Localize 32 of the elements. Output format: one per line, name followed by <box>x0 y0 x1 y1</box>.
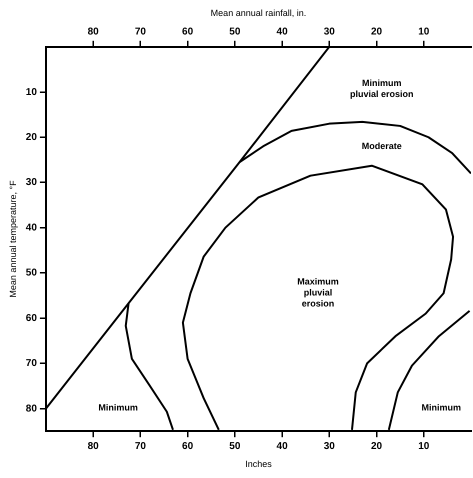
x2-tick-label: 50 <box>229 440 241 452</box>
y-tick-label: 40 <box>26 222 38 234</box>
x-tick-label: 80 <box>88 26 100 38</box>
x-tick-label: 40 <box>276 26 288 38</box>
x2-tick-label: 10 <box>418 440 430 452</box>
y-tick-label: 70 <box>26 358 38 370</box>
x2-tick-label: 40 <box>276 440 288 452</box>
x-tick-label: 20 <box>370 26 383 38</box>
y-tick-label: 10 <box>26 86 38 98</box>
annotation: Minimum <box>98 402 138 413</box>
x-tick-label: 50 <box>229 26 241 38</box>
x2-tick-label: 30 <box>324 440 336 452</box>
x2-tick-label: 70 <box>134 440 146 452</box>
y-tick-label: 80 <box>26 403 38 414</box>
x2-tick-label: 60 <box>182 440 194 452</box>
y-tick-label: 30 <box>26 177 38 188</box>
annotation: Moderate <box>362 141 402 152</box>
x-tick-label: 60 <box>182 26 194 38</box>
annotation: Minimum <box>421 402 461 413</box>
annotation: Maximum pluvial erosion <box>297 276 339 308</box>
annotation: Minimum pluvial erosion <box>350 78 414 100</box>
x-tick-label: 70 <box>134 26 146 38</box>
y-tick-label: 60 <box>26 312 38 324</box>
x2-axis-title: Mean annual rainfall, in. <box>210 8 306 18</box>
x2-tick-label: 80 <box>88 440 100 452</box>
x2-tick-label: 20 <box>370 440 383 452</box>
x-tick-label: 30 <box>324 26 336 38</box>
y-tick-label: 20 <box>26 132 38 143</box>
y-tick-label: 50 <box>26 268 38 279</box>
x-tick-label: 10 <box>418 26 430 38</box>
y-axis-title: Mean annual temperature, °F <box>8 180 18 298</box>
x-axis-title: Inches <box>245 459 272 470</box>
